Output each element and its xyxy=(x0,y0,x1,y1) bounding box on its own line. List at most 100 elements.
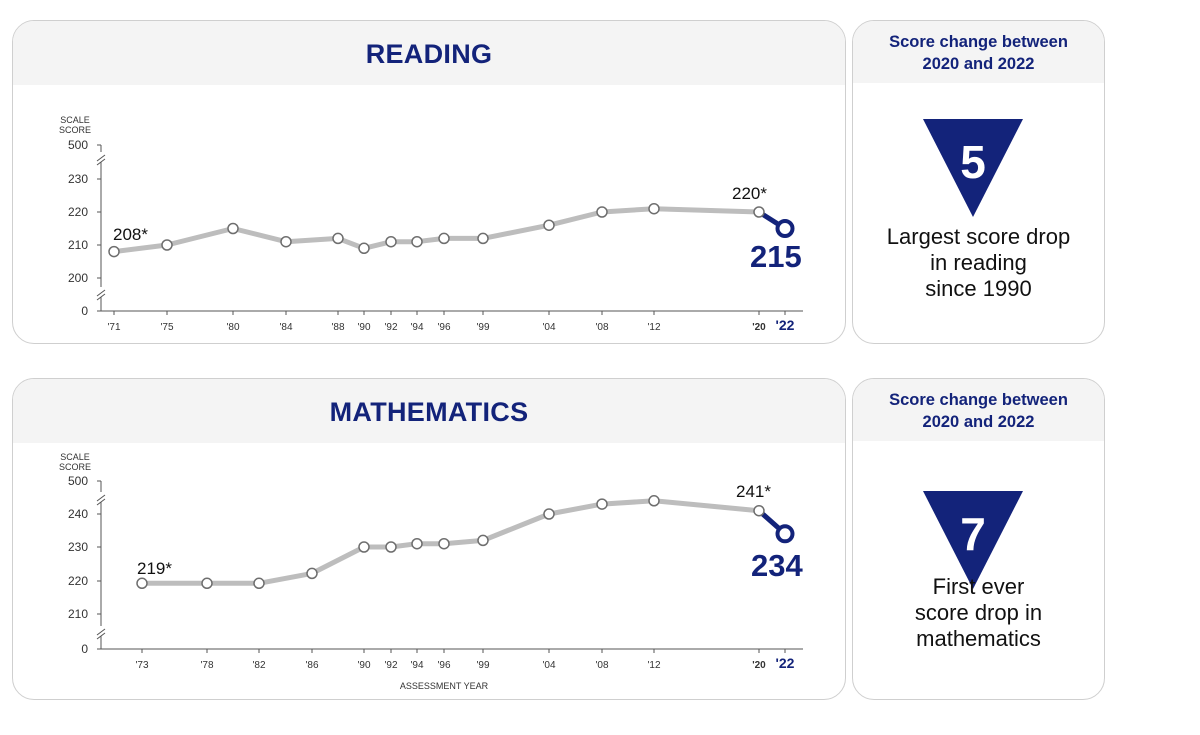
score-change-title-line: Score change between xyxy=(889,33,1068,51)
data-point xyxy=(385,235,397,248)
y-tick-label: 200 xyxy=(68,271,88,285)
x-tick-label: '22 xyxy=(776,317,795,333)
series-line xyxy=(111,206,762,255)
data-point xyxy=(648,495,660,507)
description-line: Largest score drop xyxy=(886,224,1071,249)
latest-value-label: 215 xyxy=(750,239,802,274)
data-point xyxy=(543,219,555,231)
score-change-title: Score change between 2020 and 2022 xyxy=(853,21,1104,83)
axis-break-mark xyxy=(96,289,106,297)
y-tick-label: 500 xyxy=(68,474,88,488)
score-change-title-line: 2020 and 2022 xyxy=(922,55,1035,73)
data-point xyxy=(411,235,423,248)
chart-title: MATHEMATICS xyxy=(13,379,845,443)
score-change-value: 5 xyxy=(960,136,986,188)
axis-break-mark xyxy=(96,632,106,640)
axis-break-mark xyxy=(96,158,106,166)
x-tick-label: '92 xyxy=(384,660,397,671)
score-change-description: Largest score drop in reading since 1990 xyxy=(853,224,1104,302)
axis-break-mark xyxy=(96,498,106,506)
down-arrow-icon: 5 xyxy=(923,119,1023,217)
data-point xyxy=(438,232,450,245)
data-point xyxy=(648,202,660,215)
description-line: in reading xyxy=(930,250,1027,275)
x-tick-label: '04 xyxy=(542,660,555,671)
x-axis-title: ASSESSMENT YEAR xyxy=(400,681,489,691)
score-change-description: First ever score drop in mathematics xyxy=(853,574,1104,652)
y-tick-label: 220 xyxy=(68,205,88,219)
chart-title: READING xyxy=(13,21,845,85)
x-tick-label: '08 xyxy=(595,322,608,333)
y-tick-label: 210 xyxy=(68,607,88,621)
axis-break-mark xyxy=(96,628,106,636)
x-tick-label: '90 xyxy=(357,660,370,671)
x-tick-label: '90 xyxy=(357,322,370,333)
x-tick-label: '99 xyxy=(476,660,489,671)
data-point xyxy=(477,534,489,547)
score-change-title-line: Score change between xyxy=(889,391,1068,409)
data-point xyxy=(753,504,765,517)
data-point xyxy=(136,577,148,590)
x-tick-label: '88 xyxy=(331,322,344,333)
x-tick-label: '04 xyxy=(542,322,555,333)
y-tick-label: 230 xyxy=(68,172,88,186)
data-point xyxy=(227,222,239,235)
x-tick-label: '92 xyxy=(384,322,397,333)
x-tick-label: '08 xyxy=(595,660,608,671)
data-point xyxy=(543,508,555,520)
data-point xyxy=(253,577,265,590)
first-value-label: 208* xyxy=(113,225,148,244)
previous-value-label: 241* xyxy=(736,482,771,501)
x-tick-label: '84 xyxy=(279,322,292,333)
data-point xyxy=(477,232,489,245)
x-tick-label: '22 xyxy=(776,655,795,671)
x-tick-label: '99 xyxy=(476,322,489,333)
y-axis-title: SCORE xyxy=(59,462,91,472)
description-line: score drop in xyxy=(914,600,1043,625)
axis-break-mark xyxy=(96,154,106,162)
x-tick-label: '96 xyxy=(437,322,450,333)
series-line xyxy=(139,498,762,586)
data-point xyxy=(596,498,608,510)
y-axis-title: SCALE xyxy=(60,115,90,125)
data-point-latest xyxy=(775,219,795,238)
data-point xyxy=(161,239,173,251)
x-tick-label: '86 xyxy=(305,660,318,671)
y-tick-label: 210 xyxy=(68,238,88,252)
data-point xyxy=(332,232,344,245)
data-point xyxy=(411,537,423,550)
data-point xyxy=(358,242,370,255)
x-tick-label: '96 xyxy=(437,660,450,671)
axis-break-mark xyxy=(96,293,106,301)
x-tick-label: '75 xyxy=(160,322,173,333)
x-tick-label: '20 xyxy=(752,660,766,671)
description-line: First ever xyxy=(932,574,1025,599)
down-arrow-icon: 7 xyxy=(923,491,1023,589)
reading-chart-card: READING SCALE SCORE 500 230 220 210 200 0 '71 '75… xyxy=(12,20,846,344)
mathematics-score-change-card: Score change between 2020 and 2022 7 Fir… xyxy=(852,378,1105,700)
data-point-latest xyxy=(775,524,795,544)
data-point xyxy=(201,577,213,590)
y-axis-title: SCORE xyxy=(59,125,91,135)
data-point xyxy=(385,541,397,553)
x-tick-label: '78 xyxy=(200,660,213,671)
y-tick-label: 220 xyxy=(68,574,88,588)
description-line: since 1990 xyxy=(925,276,1032,301)
y-tick-label: 230 xyxy=(68,540,88,554)
y-tick-label: 0 xyxy=(81,642,88,656)
y-tick-label: 0 xyxy=(81,304,88,318)
mathematics-chart-card: MATHEMATICS SCALE SCORE 500 240 230 220 210 0 '7… xyxy=(12,378,846,700)
latest-value-label: 234 xyxy=(751,548,803,583)
reading-score-change-card: Score change between 2020 and 2022 5 Lar… xyxy=(852,20,1105,344)
axis-break-mark xyxy=(96,494,106,502)
y-tick-label: 500 xyxy=(68,138,88,152)
score-change-value: 7 xyxy=(960,508,986,560)
y-axis-title: SCALE xyxy=(60,452,90,462)
data-point xyxy=(306,567,318,580)
previous-value-label: 220* xyxy=(732,184,767,203)
x-tick-label: '94 xyxy=(410,660,423,671)
first-value-label: 219* xyxy=(137,559,172,578)
y-tick-label: 240 xyxy=(68,507,88,521)
